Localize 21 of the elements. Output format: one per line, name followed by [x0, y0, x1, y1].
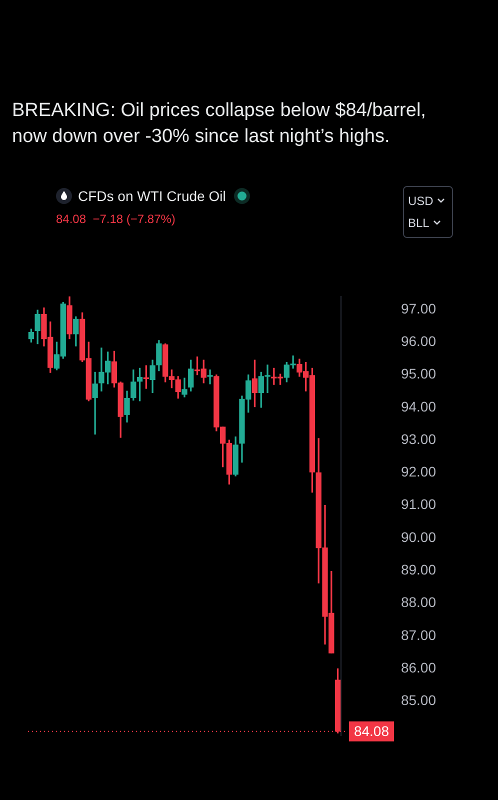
text: BLL — [408, 216, 430, 230]
y-tick-label: 90.00 — [400, 528, 436, 545]
candlestick — [207, 370, 213, 384]
chart-subtitle: CFDs on WTI Crude Oil — [78, 188, 226, 204]
y-tick-label: 89.00 — [400, 562, 436, 578]
text: USD — [408, 194, 434, 208]
y-tick-label: 94.00 — [400, 398, 436, 414]
y-tick-label: 97.00 — [400, 300, 436, 316]
y-tick-label: 87.00 — [400, 626, 436, 643]
chart-title: BREAKING: Oil prices collapse below $84/barrel, now down over -30% since last night’s highs. — [12, 99, 427, 149]
y-tick-label: 93.00 — [400, 430, 436, 447]
y-tick-label: 95.00 — [400, 366, 436, 382]
y-tick-label: 92.00 — [400, 464, 436, 480]
ref-line-label: 84.08 — [354, 723, 390, 740]
text: 84.08 −7.18 (−7.87%) — [56, 212, 176, 226]
y-tick-label: 96.00 — [400, 332, 436, 349]
y-tick-label: 86.00 — [400, 660, 436, 676]
y-tick-label: 88.00 — [400, 594, 436, 610]
y-tick-label: 85.00 — [400, 692, 436, 708]
candlestick — [92, 372, 98, 435]
y-tick-label: 91.00 — [400, 496, 436, 512]
